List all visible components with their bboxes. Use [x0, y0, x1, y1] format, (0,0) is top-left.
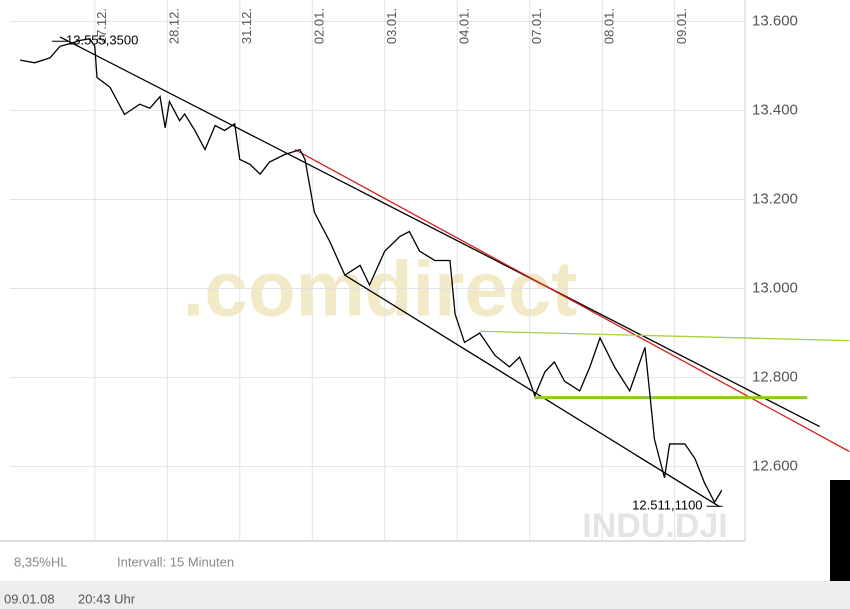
x-tick-label: 02.01. — [312, 8, 327, 44]
footer-interval: Intervall: 15 Minuten — [117, 554, 234, 569]
trend-line — [59, 36, 820, 428]
trend-line — [344, 274, 720, 508]
x-tick-label: 27.12. — [94, 8, 109, 44]
y-tick-label: 13.400 — [752, 101, 798, 118]
trend-line — [294, 149, 850, 453]
footer-left: 8,35%HL — [14, 554, 67, 569]
x-tick-label: 04.01. — [457, 8, 472, 44]
status-bar — [0, 581, 850, 609]
edge — [830, 480, 850, 581]
x-tick-label: 03.01. — [384, 8, 399, 44]
annotation: 12.511,1100 — [632, 498, 702, 513]
symbol: INDU.DJI — [582, 507, 727, 545]
annotation: 13.555,3500 — [66, 33, 138, 48]
x-tick-label: 28.12. — [167, 8, 182, 44]
x-tick-label: 07.01. — [529, 8, 544, 44]
y-tick-label: 13.600 — [752, 12, 798, 29]
y-tick-label: 12.800 — [752, 369, 798, 386]
y-tick-label: 13.200 — [752, 190, 798, 207]
y-tick-label: 13.000 — [752, 280, 798, 297]
price-line — [20, 38, 723, 504]
x-tick-label: 08.01. — [602, 8, 617, 44]
x-tick-label: 09.01. — [674, 8, 689, 44]
status-time: 20:43 Uhr — [78, 591, 136, 606]
status-date: 09.01.08 — [4, 591, 55, 606]
x-tick-label: 31.12. — [239, 8, 254, 44]
trend-line — [479, 330, 850, 342]
y-tick-label: 12.600 — [752, 458, 798, 475]
